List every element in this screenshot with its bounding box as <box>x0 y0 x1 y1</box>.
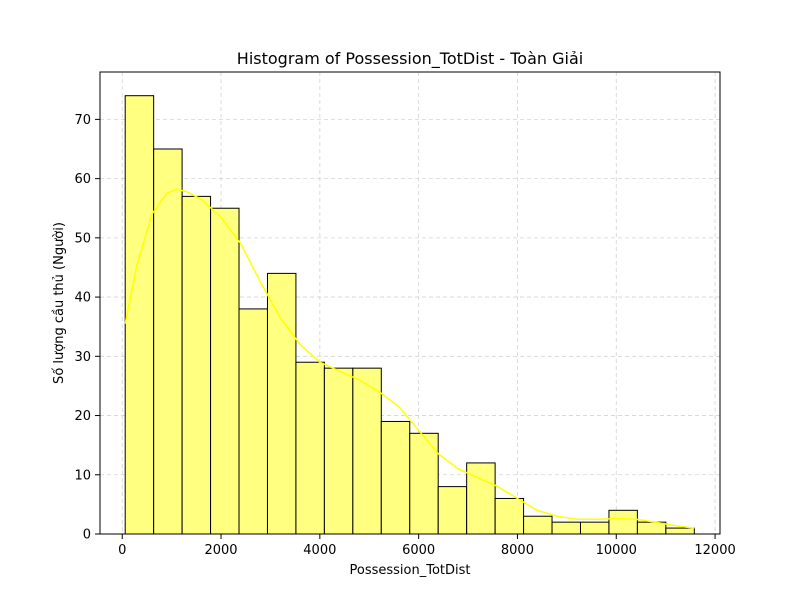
histogram-bar <box>494 497 525 535</box>
histogram-bar <box>551 521 581 535</box>
histogram-bar <box>124 95 155 535</box>
x-tick-label: 2000 <box>204 543 237 558</box>
y-tick-label: 70 <box>74 113 91 128</box>
y-axis-label: Số lượng cầu thủ (Người) <box>52 222 67 384</box>
x-tick-label: 10000 <box>596 543 637 558</box>
x-tick-label: 4000 <box>303 543 336 558</box>
y-tick-label: 0 <box>83 528 91 543</box>
histogram-bar <box>181 195 212 535</box>
y-tick-label: 50 <box>74 231 91 246</box>
histogram-bar <box>323 367 354 535</box>
bars <box>124 95 695 535</box>
y-axis-ticks: 0 10 20 30 40 50 60 70 <box>74 113 100 543</box>
x-tick-label: 8000 <box>501 543 534 558</box>
y-tick-label: 60 <box>74 172 91 187</box>
y-tick-label: 40 <box>74 291 91 306</box>
chart-title: Histogram of Possession_TotDist - Toàn G… <box>237 49 583 69</box>
x-axis-label: Possession_TotDist <box>350 563 471 578</box>
histogram-bar <box>437 486 468 535</box>
kde-curve <box>124 188 695 529</box>
x-tick-label: 6000 <box>402 543 435 558</box>
x-tick-label: 12000 <box>694 543 735 558</box>
histogram-bar <box>380 420 411 535</box>
y-tick-label: 30 <box>74 350 91 365</box>
histogram-bar <box>295 361 325 535</box>
x-axis-ticks: 0 2000 4000 6000 8000 10000 12000 <box>118 534 736 558</box>
plot-frame <box>99 71 721 535</box>
x-tick-label: 0 <box>118 543 126 558</box>
histogram-bar <box>608 509 638 535</box>
histogram-bar <box>210 207 240 535</box>
histogram-bar <box>579 521 610 535</box>
histogram-bar <box>523 515 553 535</box>
histogram-bar <box>266 272 297 535</box>
histogram-bar <box>665 527 695 535</box>
y-tick-label: 20 <box>74 409 91 424</box>
histogram-bar <box>238 308 268 535</box>
histogram-bar <box>466 462 496 535</box>
histogram-bar <box>153 148 183 535</box>
y-tick-label: 10 <box>74 468 91 483</box>
histogram-bar <box>352 367 382 535</box>
